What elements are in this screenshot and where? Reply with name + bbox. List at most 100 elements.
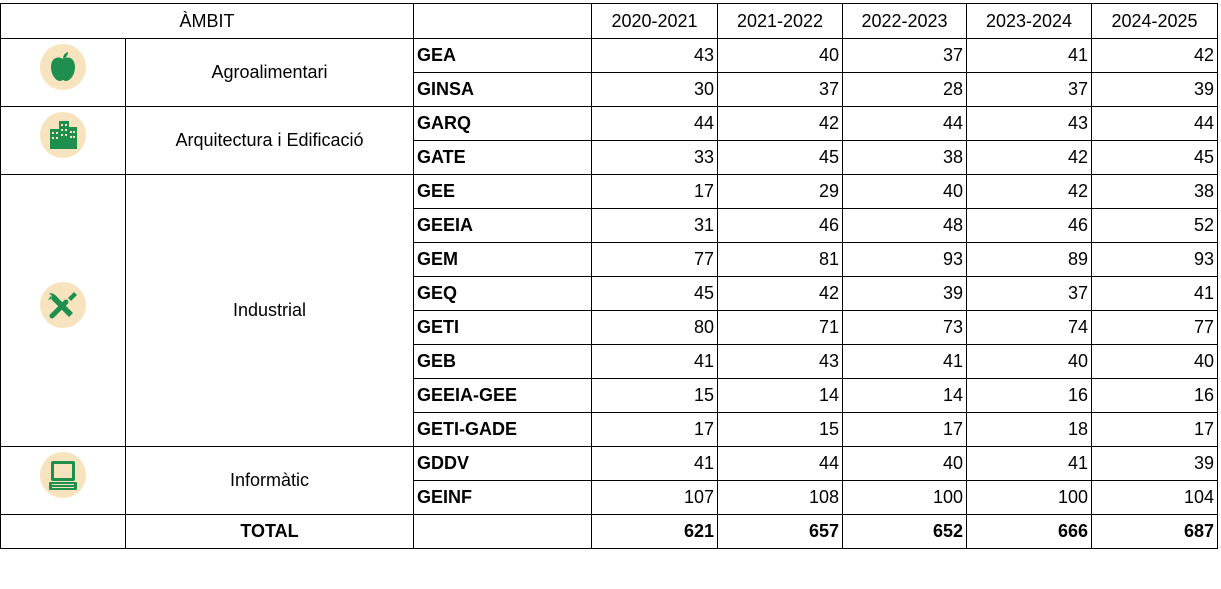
value-cell: 42	[717, 276, 843, 311]
value-cell: 17	[591, 412, 718, 447]
icon	[40, 452, 86, 498]
total-value: 621	[591, 514, 718, 549]
icon	[40, 282, 86, 328]
value-cell: 37	[966, 276, 1092, 311]
value-cell: 41	[842, 344, 967, 379]
value-cell: 43	[966, 106, 1092, 141]
total-value: 657	[717, 514, 843, 549]
icon	[40, 112, 86, 158]
value-cell: 17	[1091, 412, 1218, 447]
data-row: GATE 33 45 38 42 45	[1, 140, 1218, 175]
program-code: GETI-GADE	[413, 412, 592, 447]
program-code: GATE	[413, 140, 592, 175]
value-cell: 93	[1091, 242, 1218, 277]
value-cell: 73	[842, 310, 967, 345]
value-cell: 104	[1091, 480, 1218, 515]
value-cell: 17	[842, 412, 967, 447]
group-name: Agroalimentari	[125, 38, 414, 107]
data-row: Agroalimentari GEA 43 40 37 41 42	[0, 38, 1218, 107]
program-code: GEEIA	[413, 208, 592, 243]
data-row: GINSA 30 37 28 37 39	[1, 72, 1218, 107]
group-icon	[0, 106, 126, 175]
value-cell: 44	[591, 106, 718, 141]
value-cell: 29	[717, 174, 843, 209]
value-cell: 100	[842, 480, 967, 515]
value-cell: 48	[842, 208, 967, 243]
program-code: GDDV	[413, 446, 592, 481]
value-cell: 89	[966, 242, 1092, 277]
value-cell: 45	[717, 140, 843, 175]
value-cell: 42	[1091, 38, 1218, 73]
value-cell: 80	[591, 310, 718, 345]
value-cell: 37	[842, 38, 967, 73]
program-code: GEM	[413, 242, 592, 277]
total-label: TOTAL	[125, 514, 414, 549]
value-cell: 28	[842, 72, 967, 107]
data-row: GEQ 45 42 39 37 41	[1, 276, 1218, 311]
value-cell: 30	[591, 72, 718, 107]
value-cell: 39	[1091, 72, 1218, 107]
total-row: TOTAL 621 657 652 666 687	[0, 514, 1218, 549]
data-row: GEEIA-GEE 15 14 14 16 16	[1, 378, 1218, 413]
total-value: 652	[842, 514, 967, 549]
group-name: Arquitectura i Edificació	[125, 106, 414, 175]
table-wrap: ÀMBIT 2020-2021 2021-2022 2022-2023 2023-202…	[0, 3, 1218, 549]
value-cell: 42	[966, 174, 1092, 209]
value-cell: 16	[966, 378, 1092, 413]
header-ambit: ÀMBIT	[0, 3, 414, 39]
program-code: GEINF	[413, 480, 592, 515]
value-cell: 71	[717, 310, 843, 345]
value-cell: 37	[717, 72, 843, 107]
program-code: GEEIA-GEE	[413, 378, 592, 413]
program-code: GEB	[413, 344, 592, 379]
data-row: Industrial GEE 17 29 40 42 38	[0, 174, 1218, 447]
total-empty	[413, 514, 592, 549]
value-cell: 16	[1091, 378, 1218, 413]
value-cell: 41	[966, 446, 1092, 481]
data-row: GETI 80 71 73 74 77	[1, 310, 1218, 345]
value-cell: 42	[966, 140, 1092, 175]
value-cell: 39	[842, 276, 967, 311]
value-cell: 33	[591, 140, 718, 175]
value-cell: 17	[591, 174, 718, 209]
data-row: Arquitectura i Edificació GARQ 44 42 44 43 44	[0, 106, 1218, 175]
value-cell: 40	[1091, 344, 1218, 379]
value-cell: 74	[966, 310, 1092, 345]
value-cell: 40	[966, 344, 1092, 379]
value-cell: 15	[591, 378, 718, 413]
value-cell: 14	[842, 378, 967, 413]
header-year: 2020-2021	[591, 3, 718, 39]
icon	[40, 44, 86, 90]
value-cell: 15	[717, 412, 843, 447]
value-cell: 44	[1091, 106, 1218, 141]
header-year: 2024-2025	[1091, 3, 1218, 39]
header-row: ÀMBIT 2020-2021 2021-2022 2022-2023 2023-202…	[0, 3, 1218, 39]
value-cell: 44	[842, 106, 967, 141]
group-icon	[0, 38, 126, 107]
value-cell: 40	[842, 174, 967, 209]
value-cell: 43	[591, 38, 718, 73]
value-cell: 37	[966, 72, 1092, 107]
value-cell: 18	[966, 412, 1092, 447]
value-cell: 31	[591, 208, 718, 243]
value-cell: 93	[842, 242, 967, 277]
program-code: GARQ	[413, 106, 592, 141]
value-cell: 41	[591, 344, 718, 379]
value-cell: 41	[1091, 276, 1218, 311]
value-cell: 40	[717, 38, 843, 73]
group-icon	[0, 174, 126, 447]
data-table: ÀMBIT 2020-2021 2021-2022 2022-2023 2023-202…	[0, 3, 1218, 549]
value-cell: 45	[591, 276, 718, 311]
value-cell: 100	[966, 480, 1092, 515]
group-name: Industrial	[125, 174, 414, 447]
value-cell: 46	[966, 208, 1092, 243]
program-code: GEQ	[413, 276, 592, 311]
data-row: Informàtic GDDV 41 44 40 41 39	[0, 446, 1218, 515]
program-code: GINSA	[413, 72, 592, 107]
value-cell: 77	[1091, 310, 1218, 345]
value-cell: 40	[842, 446, 967, 481]
header-empty	[413, 3, 592, 39]
value-cell: 42	[717, 106, 843, 141]
program-code: GETI	[413, 310, 592, 345]
value-cell: 77	[591, 242, 718, 277]
